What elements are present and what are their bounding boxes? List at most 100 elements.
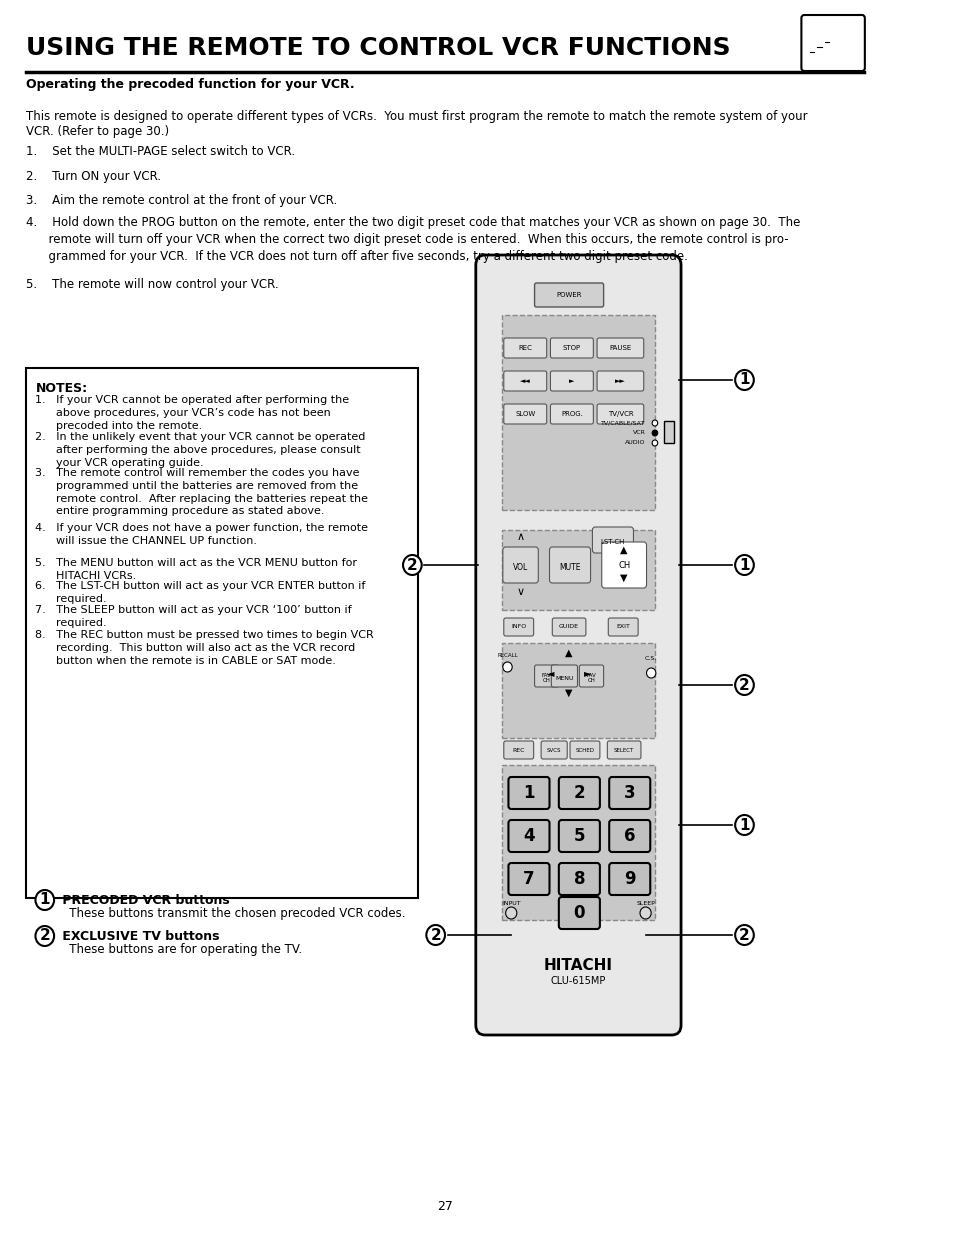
Text: 2.   In the unlikely event that your VCR cannot be operated
      after performi: 2. In the unlikely event that your VCR c… [35,432,365,468]
Bar [501,764,655,920]
Text: REC: REC [517,345,532,351]
Circle shape [502,662,512,672]
Text: 2: 2 [573,784,584,802]
Text: VOL: VOL [513,562,528,572]
FancyBboxPatch shape [597,338,643,358]
Text: EXCLUSIVE TV buttons: EXCLUSIVE TV buttons [58,930,219,942]
Circle shape [426,925,444,945]
Circle shape [735,925,753,945]
Text: 3.    Aim the remote control at the front of your VCR.: 3. Aim the remote control at the front o… [26,194,337,207]
Circle shape [652,430,657,436]
FancyBboxPatch shape [601,542,646,588]
FancyBboxPatch shape [551,664,577,687]
Circle shape [735,676,753,695]
Text: These buttons are for operating the TV.: These buttons are for operating the TV. [58,944,302,956]
Text: EXIT: EXIT [616,625,630,630]
FancyBboxPatch shape [476,254,680,1035]
Text: 9: 9 [623,869,635,888]
Circle shape [505,906,517,919]
Text: 4.    Hold down the PROG button on the remote, enter the two digit preset code t: 4. Hold down the PROG button on the remo… [26,216,800,263]
Text: ►►: ►► [615,378,625,384]
FancyBboxPatch shape [550,370,593,391]
FancyBboxPatch shape [550,338,593,358]
Bar [26,368,417,898]
Text: SVCS: SVCS [546,747,560,752]
FancyBboxPatch shape [534,283,603,308]
Text: C.S.: C.S. [644,656,657,661]
FancyBboxPatch shape [578,664,603,687]
Text: 5.   The MENU button will act as the VCR MENU button for
      HITACHI VCRs.: 5. The MENU button will act as the VCR M… [35,558,357,580]
Text: LST-CH: LST-CH [600,538,624,545]
Text: 4: 4 [522,827,535,845]
FancyBboxPatch shape [534,664,558,687]
Text: ◄: ◄ [546,668,554,678]
Text: PAUSE: PAUSE [609,345,631,351]
Text: 1: 1 [522,784,535,802]
Text: STOP: STOP [562,345,580,351]
Text: VCR: VCR [632,431,645,436]
Text: INPUT: INPUT [501,902,520,906]
FancyBboxPatch shape [609,863,650,895]
FancyBboxPatch shape [558,897,599,929]
Text: 7.   The SLEEP button will act as your VCR ‘100’ button if
      required.: 7. The SLEEP button will act as your VCR… [35,605,352,627]
Text: 1: 1 [739,557,749,573]
Text: POWER: POWER [556,291,581,298]
Circle shape [735,370,753,390]
Circle shape [646,668,655,678]
Text: CH: CH [618,561,630,569]
Text: GUIDE: GUIDE [558,625,578,630]
Text: 3.   The remote control will remember the codes you have
      programmed until : 3. The remote control will remember the … [35,468,368,516]
Text: 1: 1 [739,818,749,832]
Text: MUTE: MUTE [558,562,580,572]
Text: This remote is designed to operate different types of VCRs.  You must first prog: This remote is designed to operate diffe… [26,110,807,138]
Text: TV/VCR: TV/VCR [607,411,633,417]
Text: 1: 1 [739,373,749,388]
Text: 1.    Set the MULTI-PAGE select switch to VCR.: 1. Set the MULTI-PAGE select switch to V… [26,144,294,158]
Text: 2: 2 [739,927,749,942]
FancyBboxPatch shape [592,527,633,553]
FancyBboxPatch shape [609,777,650,809]
Bar [501,530,655,610]
FancyBboxPatch shape [508,820,549,852]
FancyBboxPatch shape [503,338,546,358]
Bar [501,315,655,510]
FancyBboxPatch shape [502,547,537,583]
Circle shape [639,906,651,919]
Text: Operating the precoded function for your VCR.: Operating the precoded function for your… [26,78,355,91]
Text: 0: 0 [573,904,584,923]
FancyBboxPatch shape [597,370,643,391]
Text: SLOW: SLOW [515,411,535,417]
Text: ∧: ∧ [516,532,524,542]
Text: 6.   The LST-CH button will act as your VCR ENTER button if
      required.: 6. The LST-CH button will act as your VC… [35,580,365,604]
FancyBboxPatch shape [597,404,643,424]
Circle shape [35,890,54,910]
Circle shape [652,440,657,446]
Text: 1.   If your VCR cannot be operated after performing the
      above procedures,: 1. If your VCR cannot be operated after … [35,395,349,431]
Text: ►: ► [583,668,591,678]
Text: 2: 2 [39,929,51,944]
Text: PRECODED VCR buttons: PRECODED VCR buttons [58,893,230,906]
Text: REC: REC [512,747,524,752]
Text: ◄◄: ◄◄ [519,378,530,384]
Text: 8: 8 [573,869,584,888]
Text: ∨: ∨ [516,587,524,597]
Text: SLEEP: SLEEP [636,902,655,906]
Text: SELECT: SELECT [614,747,634,752]
Text: TV/CABLE/SAT: TV/CABLE/SAT [600,420,645,426]
FancyBboxPatch shape [558,863,599,895]
Text: RECALL: RECALL [497,653,517,658]
Circle shape [735,555,753,576]
Circle shape [35,926,54,946]
FancyBboxPatch shape [503,618,533,636]
Text: NOTES:: NOTES: [35,382,88,395]
Text: CLU-615MP: CLU-615MP [550,976,605,986]
FancyBboxPatch shape [503,741,533,760]
FancyBboxPatch shape [570,741,599,760]
Text: These buttons transmit the chosen precoded VCR codes.: These buttons transmit the chosen precod… [58,908,405,920]
Text: 2: 2 [739,678,749,693]
FancyBboxPatch shape [508,777,549,809]
Text: SCHED: SCHED [575,747,594,752]
FancyBboxPatch shape [607,741,640,760]
Text: 1: 1 [39,893,50,908]
Text: 2: 2 [430,927,440,942]
